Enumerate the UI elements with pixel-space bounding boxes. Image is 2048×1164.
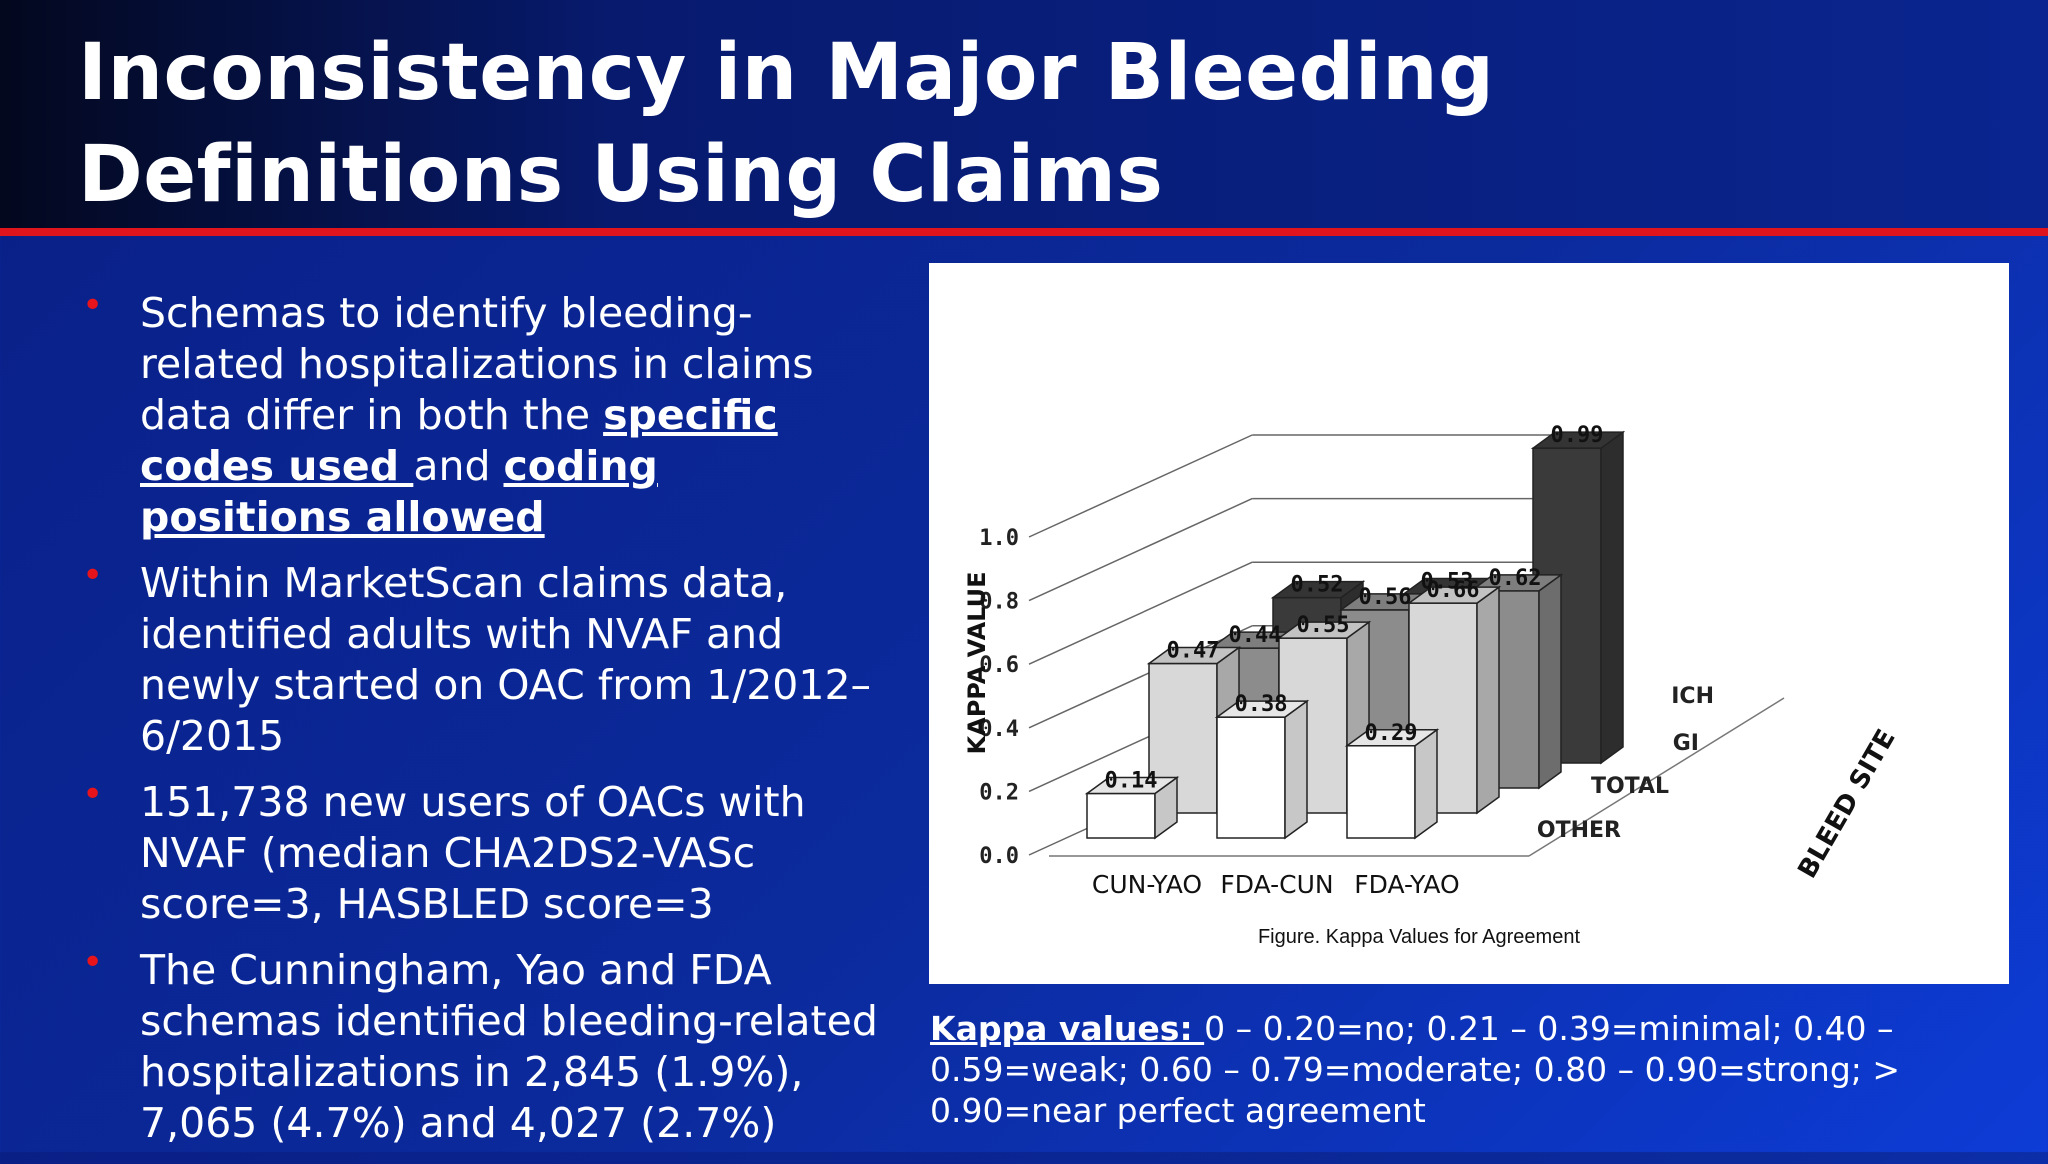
y-tick-label: 1.0 [979, 526, 1019, 551]
chart-bars [1084, 430, 1626, 840]
bar-front [1086, 792, 1156, 839]
y-tick-label: 0.6 [979, 653, 1019, 678]
bar-value-label: 0.47 [1167, 639, 1220, 664]
slide-title-line-1: Inconsistency in Major Bleeding [78, 28, 1495, 118]
y-tick-label: 0.8 [979, 590, 1019, 615]
bar-value-label: 0.99 [1551, 423, 1604, 448]
bar-top [1344, 729, 1440, 747]
bullet-list: Schemas to identify bleeding-related hos… [82, 280, 882, 1164]
bullet-item: Within MarketScan claims data, identifie… [82, 550, 882, 762]
slide-title: Inconsistency in Major Bleeding Definiti… [78, 22, 1495, 226]
series-label: ICH [1671, 684, 1714, 709]
y-tick-label: 0.4 [979, 717, 1019, 742]
bar-front [1148, 662, 1218, 814]
bullet-emphasis: specific codes used [140, 391, 778, 490]
bar-value-label: 0.62 [1489, 566, 1542, 591]
bar-value-label: 0.56 [1359, 585, 1412, 610]
kappa-legend-note: Kappa values: 0 – 0.20=no; 0.21 – 0.39=m… [930, 1008, 2010, 1131]
bullet-text: and [413, 442, 504, 490]
bar-top [1084, 776, 1180, 795]
series-label: GI [1673, 731, 1699, 756]
y-axis-label: KAPPA VALUE [963, 572, 991, 755]
slide-title-line-2: Definitions Using Claims [78, 130, 1164, 220]
bleed-site-label: BLEED SITE [1792, 724, 1901, 883]
x-category-label: FDA-CUN [1220, 870, 1333, 899]
bar-value-label: 0.29 [1365, 721, 1418, 746]
bar-value-label: 0.66 [1427, 578, 1480, 603]
floor-right-edge [1528, 697, 1785, 857]
bar-value-label: 0.53 [1421, 569, 1474, 594]
bar-side [1414, 728, 1438, 840]
bar-top [1146, 646, 1242, 665]
x-category-label: CUN-YAO [1092, 870, 1202, 899]
bar-value-label: 0.55 [1297, 613, 1350, 638]
grid-line-side [1028, 625, 1253, 729]
y-tick-label: 0.0 [979, 844, 1019, 869]
bar-top [1406, 586, 1502, 604]
chart-title: Figure. Kappa Values for Agreement [1258, 926, 1580, 948]
kappa-note-label: Kappa values: [930, 1009, 1205, 1048]
bar-side [1600, 430, 1624, 765]
series-label: OTHER [1537, 818, 1621, 843]
bullet-emphasis: coding positions allowed [140, 442, 658, 541]
kappa-chart: 0.0 0.2 0.4 0.6 0.8 1.0 0.52 0.53 0.99 0.44 0.56 0.… [963, 423, 1902, 948]
y-tick-label: 0.2 [979, 780, 1019, 805]
bar-front [1346, 745, 1416, 839]
bar-top [1276, 621, 1372, 639]
bullet-item: 151,738 new users of OACs with NVAF (med… [82, 769, 882, 930]
title-divider [0, 228, 2048, 236]
chart-panel: 0.0 0.2 0.4 0.6 0.8 1.0 0.52 0.53 0.99 0.44 0.56 0.… [929, 263, 2009, 984]
bullet-text: Schemas to identify bleeding-related hos… [140, 289, 814, 439]
bar-value-label: 0.44 [1229, 623, 1282, 648]
bullet-item: The Cunningham, Yao and FDA schemas iden… [82, 937, 882, 1149]
bar-side [1284, 699, 1308, 840]
bar-value-label: 0.52 [1291, 573, 1344, 598]
title-bar: Inconsistency in Major Bleeding Definiti… [0, 0, 2048, 228]
grid-line-side [1028, 561, 1253, 665]
grid-line-side [1028, 434, 1253, 538]
bar-top [1214, 700, 1310, 718]
bar-front [1216, 716, 1286, 839]
grid-line-side [1028, 497, 1253, 602]
series-label: TOTAL [1591, 774, 1669, 799]
bar-top [1270, 580, 1366, 599]
bullet-item: Schemas to identify bleeding-related hos… [82, 280, 882, 543]
bar-value-label: 0.14 [1105, 768, 1158, 793]
bar-side [1476, 585, 1500, 815]
bar-top [1530, 431, 1626, 449]
kappa-note-text: 0 – 0.20=no; 0.21 – 0.39=minimal; 0.40 –… [930, 1009, 1901, 1130]
bar-side [1538, 573, 1562, 790]
bar-value-label: 0.38 [1235, 692, 1288, 717]
x-category-label: FDA-YAO [1354, 870, 1459, 899]
